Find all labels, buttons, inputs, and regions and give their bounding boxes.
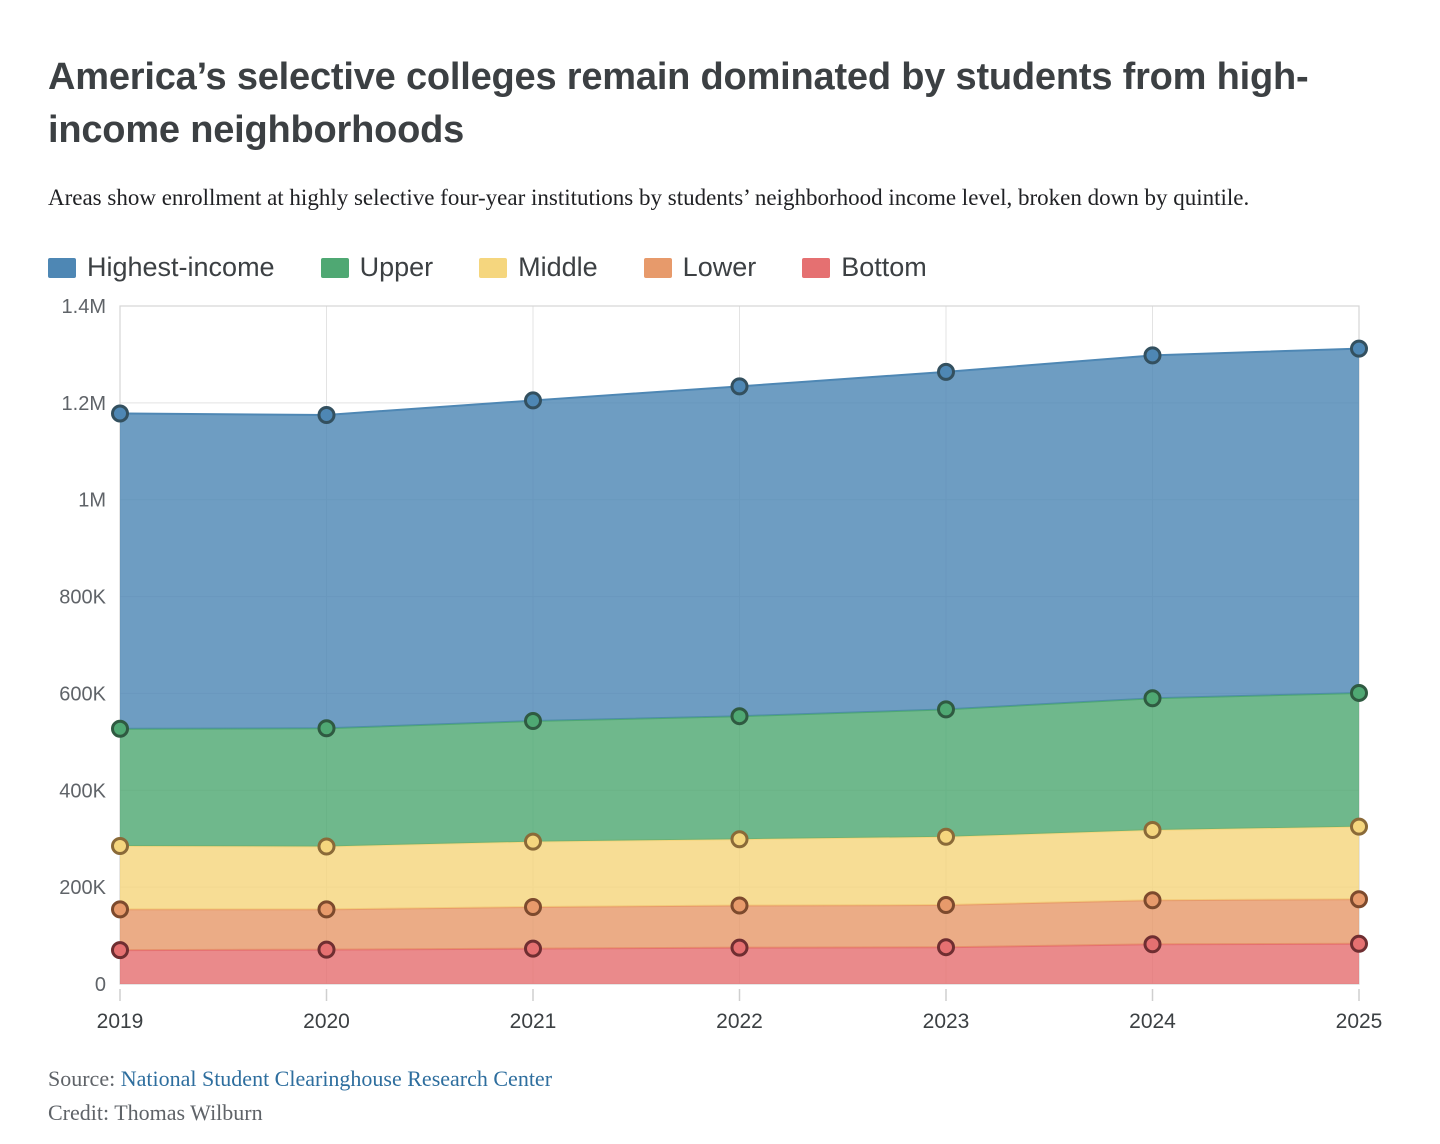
legend: Highest-income Upper Middle Lower Bottom: [48, 252, 973, 283]
dots: [111, 339, 1368, 960]
credit-line: Credit: Thomas Wilburn: [48, 1100, 263, 1125]
legend-label: Highest-income: [87, 252, 275, 282]
y-axis-labels: 0 200K 400K 600K 800K 1M 1.2M 1.4M: [59, 296, 106, 996]
dot-lower-2022: [730, 896, 749, 915]
y-tick-label: 400K: [59, 780, 106, 802]
dot-lower-2025: [1350, 890, 1368, 909]
legend-swatch: [320, 257, 349, 278]
x-tick-label: 2024: [1129, 1010, 1176, 1033]
area-middle: [120, 826, 1359, 910]
chart-title: America’s selective colleges remain domi…: [48, 56, 1309, 152]
source-line: Source: National Student Clearinghouse R…: [48, 1062, 552, 1096]
x-tick-label: 2020: [303, 1010, 350, 1033]
y-tick-label: 800K: [59, 587, 106, 609]
dot-highest-income-2025: [1350, 339, 1368, 358]
dot-upper-2022: [730, 707, 749, 726]
footer: Source: National Student Clearinghouse R…: [48, 1062, 552, 1130]
legend-swatch: [479, 257, 508, 278]
legend-item-highest-income: Highest-income: [48, 252, 275, 283]
dot-middle-2021: [524, 832, 542, 851]
dot-middle-2022: [730, 830, 749, 849]
x-axis-labels: 2019 2020 2021 2022 2023 2024 2025: [97, 989, 1383, 1033]
area-bottom: [120, 943, 1359, 984]
legend-label: Middle: [518, 252, 598, 282]
dot-bottom-2021: [524, 939, 542, 958]
legend-swatch: [48, 257, 76, 278]
source-link[interactable]: National Student Clearinghouse Research …: [120, 1066, 553, 1091]
x-tick-label: 2019: [97, 1010, 144, 1033]
dot-middle-2024: [1143, 820, 1162, 839]
x-tick-label: 2023: [923, 1010, 970, 1033]
dot-bottom-2023: [937, 938, 955, 957]
area-highest-income: [120, 348, 1359, 729]
dot-middle-2019: [111, 836, 129, 855]
dot-highest-income-2020: [317, 405, 336, 424]
dot-upper-2020: [317, 719, 336, 738]
legend-swatch: [802, 257, 831, 278]
dot-lower-2021: [524, 897, 542, 916]
chart-subtitle: Areas show enrollment at highly selectiv…: [48, 185, 1250, 210]
y-tick-label: 1.2M: [62, 393, 106, 415]
dot-upper-2021: [524, 712, 542, 731]
dot-bottom-2025: [1350, 934, 1368, 953]
x-tick-label: 2025: [1336, 1010, 1383, 1033]
dot-lower-2024: [1143, 891, 1162, 910]
dot-upper-2025: [1350, 683, 1368, 702]
source-label: Source:: [48, 1066, 116, 1091]
dot-bottom-2022: [730, 938, 749, 957]
dot-lower-2023: [937, 896, 955, 915]
y-tick-label: 0: [95, 974, 106, 996]
areas: [119, 347, 1360, 984]
y-tick-label: 600K: [59, 683, 106, 705]
x-tick-label: 2022: [716, 1010, 763, 1033]
area-upper: [120, 692, 1359, 847]
dot-middle-2025: [1350, 817, 1368, 836]
dot-upper-2023: [937, 700, 955, 719]
legend-label: Bottom: [841, 252, 927, 282]
dot-lower-2020: [317, 900, 336, 919]
dot-bottom-2024: [1143, 935, 1162, 954]
x-tick-label: 2021: [510, 1010, 557, 1033]
legend-label: Upper: [359, 252, 434, 282]
dot-highest-income-2021: [524, 391, 542, 410]
dot-highest-income-2019: [111, 404, 129, 423]
dot-highest-income-2022: [730, 377, 749, 396]
y-tick-label: 1M: [78, 490, 106, 512]
dot-upper-2024: [1143, 689, 1162, 708]
dot-bottom-2019: [111, 941, 129, 960]
y-tick-label: 200K: [59, 877, 106, 899]
dot-highest-income-2023: [937, 362, 955, 381]
legend-item-middle: Middle: [479, 252, 598, 283]
legend-item-lower: Lower: [643, 252, 757, 283]
dot-middle-2020: [317, 837, 336, 856]
dot-middle-2023: [937, 827, 955, 846]
dot-bottom-2020: [317, 940, 336, 959]
legend-label: Lower: [682, 252, 757, 282]
dot-upper-2019: [111, 719, 129, 738]
legend-item-upper: Upper: [320, 252, 434, 283]
area-lower: [120, 899, 1359, 951]
legend-item-bottom: Bottom: [802, 252, 927, 283]
legend-swatch: [643, 257, 672, 278]
dot-lower-2019: [111, 900, 129, 919]
y-tick-label: 1.4M: [62, 296, 106, 318]
dot-highest-income-2024: [1143, 346, 1162, 365]
chart-area: 0 200K 400K 600K 800K 1M 1.2M 1.4M 2019 2020 2021 2…: [0, 288, 1440, 1058]
